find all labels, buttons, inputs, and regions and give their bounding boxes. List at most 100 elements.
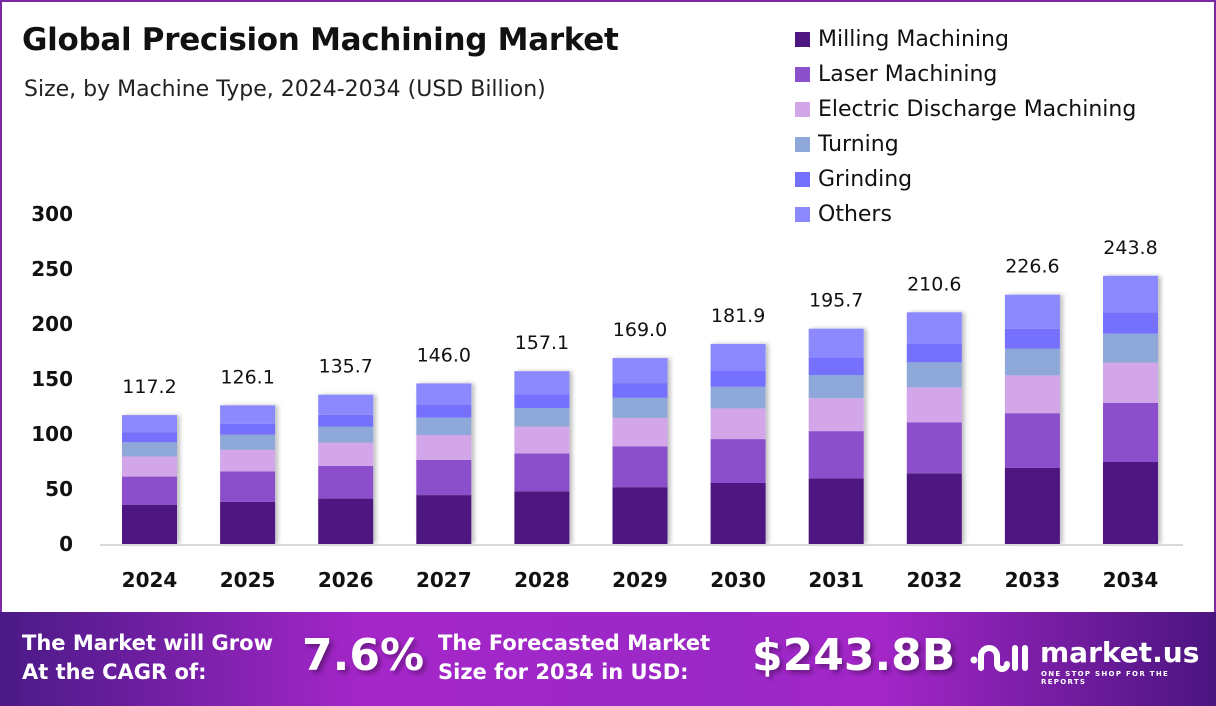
bar-segment — [220, 423, 276, 435]
legend-label: Milling Machining — [818, 27, 1009, 52]
bar-segment — [906, 362, 962, 388]
bar-segment — [220, 501, 276, 544]
total-label: 226.6 — [1005, 256, 1059, 278]
total-label: 243.8 — [1103, 237, 1157, 259]
bar-segment — [514, 453, 570, 492]
bar-segment — [318, 465, 374, 499]
y-tick-label: 50 — [45, 477, 73, 501]
legend-item-others: Others — [795, 197, 1136, 232]
total-label: 195.7 — [809, 290, 863, 312]
bar-stack — [122, 415, 177, 544]
y-tick-label: 300 — [31, 202, 73, 226]
bar-segment — [220, 449, 276, 472]
legend-label: Laser Machining — [818, 62, 998, 87]
total-label: 169.0 — [613, 319, 667, 341]
cagr-caption-line2: At the CAGR of: — [22, 660, 207, 684]
bar-segment — [416, 435, 472, 460]
bar-segment — [122, 504, 177, 544]
forecast-caption-line2: Size for 2034 in USD: — [438, 660, 689, 684]
bar-segment — [710, 343, 766, 371]
y-tick-label: 0 — [59, 532, 73, 556]
bar-segment — [808, 358, 864, 375]
bar-segment — [808, 431, 864, 479]
total-label: 126.1 — [220, 366, 274, 388]
bar-segment — [318, 442, 374, 466]
summary-banner: The Market will Grow At the CAGR of: 7.6… — [0, 612, 1216, 706]
legend-label: Turning — [818, 132, 899, 157]
y-tick-label: 200 — [31, 312, 73, 336]
cagr-caption: The Market will Grow At the CAGR of: — [22, 629, 273, 687]
total-label: 157.1 — [515, 332, 569, 354]
bar-segment — [122, 476, 177, 505]
legend-item-laser: Laser Machining — [795, 57, 1136, 92]
bar-stack — [1103, 275, 1158, 544]
bar-segment — [710, 439, 766, 483]
bar-segment — [514, 426, 570, 454]
x-tick-label: 2030 — [710, 568, 766, 592]
forecast-value: $243.8B — [752, 630, 956, 681]
logo-name: market.us — [1040, 636, 1200, 669]
bar-stack — [416, 383, 472, 544]
total-label: 146.0 — [417, 344, 471, 366]
bar-segment — [710, 386, 766, 409]
y-tick-label: 150 — [31, 367, 73, 391]
bar-segment — [710, 408, 766, 440]
bar-segment — [122, 442, 177, 457]
legend-item-milling: Milling Machining — [795, 22, 1136, 57]
x-tick-label: 2031 — [808, 568, 864, 592]
bar-segment — [1103, 362, 1158, 403]
bar-segment — [906, 343, 962, 363]
legend: Milling Machining Laser Machining Electr… — [795, 22, 1136, 232]
bar-segment — [612, 487, 668, 544]
bar-segment — [1103, 275, 1158, 313]
bar-segment — [416, 495, 472, 544]
bar-segment — [514, 491, 570, 544]
legend-item-edm: Electric Discharge Machining — [795, 92, 1136, 127]
bar-stack — [220, 405, 276, 544]
chart-title: Global Precision Machining Market — [22, 22, 619, 58]
bar-segment — [612, 417, 668, 447]
bar-segment — [1004, 413, 1060, 468]
bar-segment — [1103, 403, 1158, 462]
x-tick-label: 2024 — [122, 568, 178, 592]
bar-segment — [1004, 375, 1060, 414]
bar-segment — [514, 408, 570, 427]
x-axis: 2024 2025 2026 2027 2028 2029 2030 2031 2032 2033… — [122, 568, 1159, 592]
legend-swatch — [795, 32, 810, 47]
cagr-caption-line1: The Market will Grow — [22, 631, 273, 655]
bar-segment — [612, 446, 668, 488]
bar-segment — [122, 456, 177, 477]
y-axis: 0 50 100 150 200 250 300 — [31, 202, 73, 556]
x-tick-label: 2025 — [220, 568, 276, 592]
bar-segment — [1103, 461, 1158, 544]
y-tick-label: 250 — [31, 257, 73, 281]
bar-segment — [220, 471, 276, 502]
bar-segment — [612, 397, 668, 418]
bar-segment — [710, 482, 766, 544]
bar-segment — [808, 478, 864, 544]
bar-segment — [318, 498, 374, 544]
bar-segment — [318, 414, 374, 427]
legend-label: Electric Discharge Machining — [818, 97, 1137, 122]
bar-stack — [318, 394, 374, 544]
x-tick-label: 2027 — [416, 568, 472, 592]
y-tick-label: 100 — [31, 422, 73, 446]
bars — [122, 275, 1158, 544]
bar-segment — [514, 371, 570, 395]
bar-segment — [906, 387, 962, 423]
legend-swatch — [795, 137, 810, 152]
bar-segment — [612, 358, 668, 384]
bar-segment — [416, 405, 472, 418]
bar-segment — [416, 417, 472, 435]
bar-segment — [1103, 312, 1158, 334]
bar-stack — [710, 343, 766, 544]
bar-segment — [1004, 467, 1060, 544]
x-tick-label: 2033 — [1005, 568, 1061, 592]
bar-stack — [1004, 294, 1060, 544]
legend-item-grinding: Grinding — [795, 162, 1136, 197]
bar-stack — [808, 328, 864, 544]
total-labels: 117.2 126.1 135.7 146.0 157.1 169.0 181.9 195.7… — [122, 237, 1157, 398]
bar-segment — [1004, 348, 1060, 376]
bar-segment — [318, 426, 374, 443]
